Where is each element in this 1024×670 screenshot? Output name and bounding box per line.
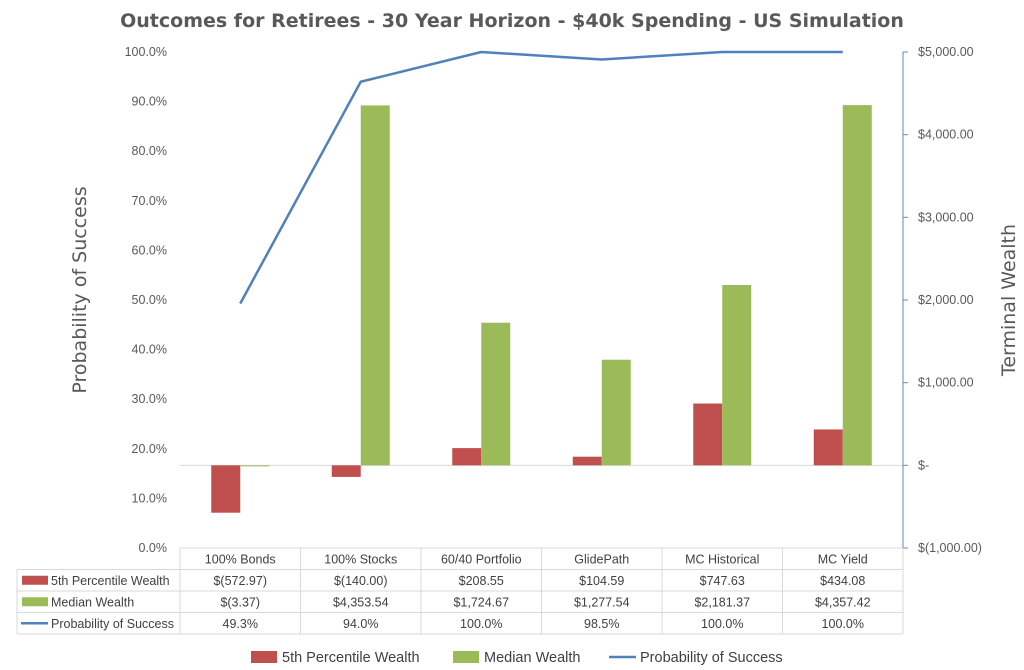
legend-key-0 <box>251 651 277 663</box>
table-series-name: Probability of Success <box>51 617 174 631</box>
right-tick-label: $2,000.00 <box>918 293 974 307</box>
legend: 5th Percentile Wealth Median Wealth Probab… <box>251 650 783 666</box>
right-axis-title: Terminal Wealth <box>998 224 1020 377</box>
line-layer <box>239 50 843 305</box>
table-cell: $4,353.54 <box>333 595 389 609</box>
bar-5th-percentile-2 <box>452 448 482 466</box>
bar-median-4 <box>722 285 752 466</box>
chart-title: Outcomes for Retirees - 30 Year Horizon … <box>120 10 904 32</box>
bar-median-0 <box>240 465 270 467</box>
table-cell: 94.0% <box>343 617 378 631</box>
right-tick-label: $- <box>918 458 929 472</box>
axes: 0.0% 10.0% 20.0% 30.0% 40.0% 50.0% 60.0% 70.0% 8… <box>125 45 982 555</box>
category-label: 100% Stocks <box>324 552 397 566</box>
right-tick-label: $(1,000.00) <box>918 541 982 555</box>
table-cell: $1,724.67 <box>453 595 509 609</box>
table-cell: $(572.97) <box>213 574 267 588</box>
category-label: GlidePath <box>574 552 629 566</box>
left-tick-label: 40.0% <box>132 343 167 357</box>
bar-5th-percentile-1 <box>331 465 361 477</box>
bar-5th-percentile-0 <box>211 465 241 513</box>
table-cell: 100.0% <box>822 617 864 631</box>
table-series-name: 5th Percentile Wealth <box>51 574 170 588</box>
table-cell: $(140.00) <box>334 574 388 588</box>
table-legend-key-1 <box>22 597 48 607</box>
legend-label-0: 5th Percentile Wealth <box>282 650 420 666</box>
bar-5th-percentile-4 <box>693 403 723 466</box>
bar-5th-percentile-5 <box>813 429 843 466</box>
left-tick-label: 90.0% <box>132 95 167 109</box>
right-tick-label: $3,000.00 <box>918 210 974 224</box>
table-cell: 98.5% <box>584 617 619 631</box>
left-tick-label: 70.0% <box>132 194 167 208</box>
table-cell: $1,277.54 <box>574 595 630 609</box>
category-label: MC Yield <box>818 552 868 566</box>
left-tick-label: 0.0% <box>139 541 168 555</box>
left-tick-label: 10.0% <box>132 491 167 505</box>
probability-line <box>239 50 843 305</box>
left-tick-label: 100.0% <box>125 45 167 59</box>
left-tick-label: 60.0% <box>132 243 167 257</box>
table-cell: 49.3% <box>223 617 258 631</box>
table-cell: $434.08 <box>820 574 865 588</box>
table-cell: $104.59 <box>579 574 624 588</box>
data-table: 100% Bonds 100% Stocks 60/40 Portfolio Glid… <box>16 547 904 635</box>
bars <box>211 105 872 513</box>
table-legend-key-0 <box>22 575 48 585</box>
category-label: 100% Bonds <box>205 552 276 566</box>
bar-median-5 <box>842 105 872 466</box>
bar-median-3 <box>601 359 631 466</box>
table-cell: $(3.37) <box>220 595 260 609</box>
right-tick-label: $4,000.00 <box>918 128 974 142</box>
table-cell: $4,357.42 <box>815 595 871 609</box>
left-tick-label: 30.0% <box>132 392 167 406</box>
bar-median-1 <box>360 105 390 466</box>
category-label: 60/40 Portfolio <box>441 552 522 566</box>
table-cell: $747.63 <box>700 574 745 588</box>
table-cell: $2,181.37 <box>694 595 750 609</box>
table-cell: 100.0% <box>460 617 502 631</box>
legend-label-2: Probability of Success <box>640 650 783 666</box>
left-tick-label: 80.0% <box>132 144 167 158</box>
table-cell: $208.55 <box>459 574 504 588</box>
right-tick-label: $1,000.00 <box>918 376 974 390</box>
left-tick-label: 50.0% <box>132 293 167 307</box>
right-tick-label: $5,000.00 <box>918 45 974 59</box>
left-axis-title: Probability of Success <box>69 186 91 393</box>
bar-5th-percentile-3 <box>572 456 602 466</box>
legend-key-1 <box>453 651 479 663</box>
left-tick-label: 20.0% <box>132 442 167 456</box>
table-series-name: Median Wealth <box>51 595 134 609</box>
bar-median-2 <box>481 322 511 466</box>
category-label: MC Historical <box>685 552 759 566</box>
table-cell: 100.0% <box>701 617 743 631</box>
legend-label-1: Median Wealth <box>484 650 580 666</box>
